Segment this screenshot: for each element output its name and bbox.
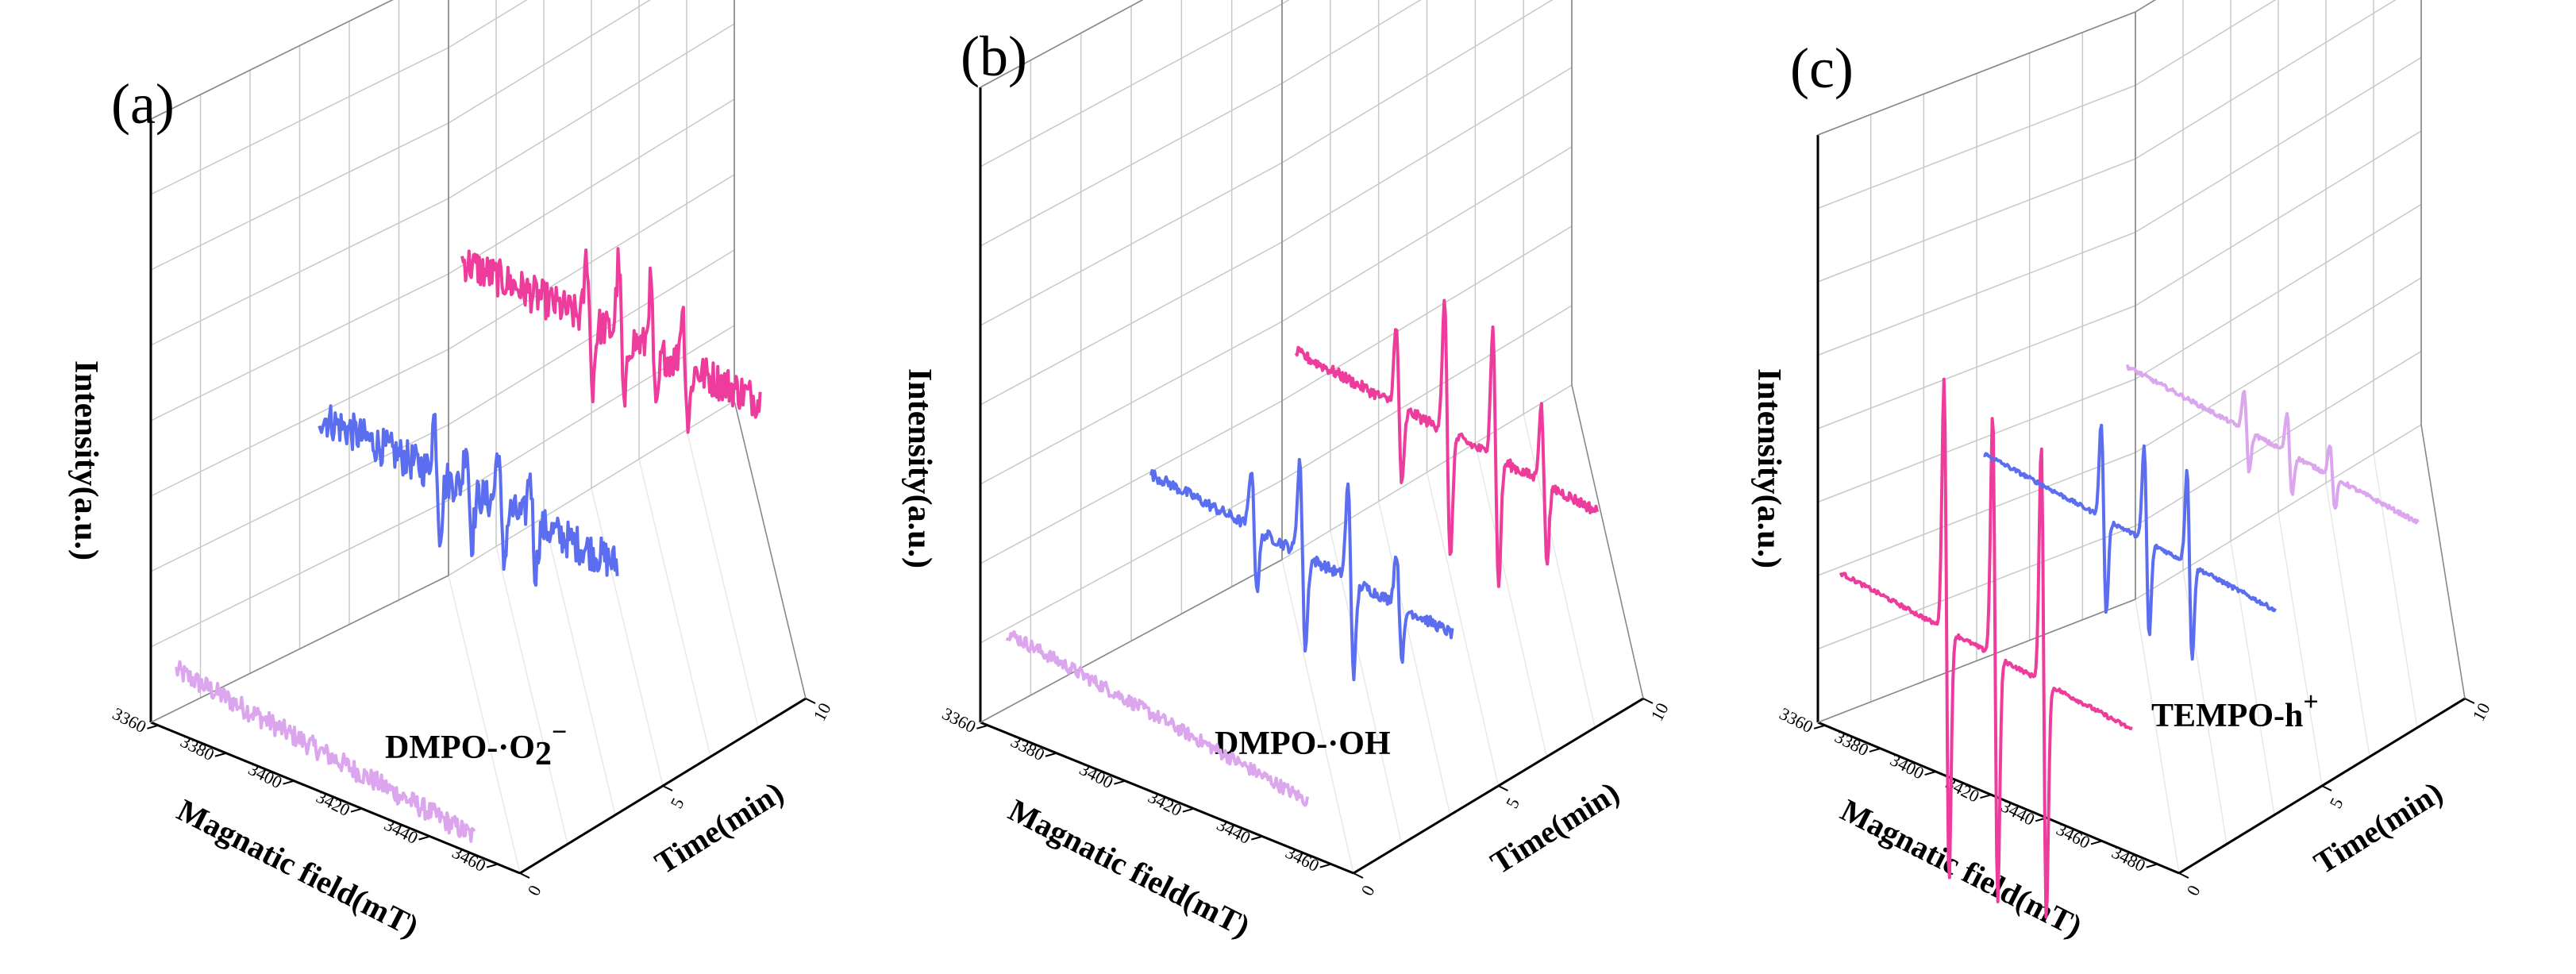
x-tick-mark bbox=[1924, 771, 1936, 776]
x-tick-mark bbox=[418, 835, 430, 841]
x-tick-label: 3440 bbox=[1998, 796, 2039, 830]
x-axis-title: Magnatic field(mT) bbox=[171, 792, 424, 945]
species-annotation: TEMPO-h+ bbox=[2151, 687, 2319, 734]
x-tick-label: 3440 bbox=[381, 814, 422, 848]
x-tick-mark bbox=[1319, 863, 1332, 868]
axis-edge bbox=[1817, 599, 2136, 723]
x-tick-label: 3380 bbox=[177, 731, 218, 764]
y-tick-mark bbox=[519, 872, 530, 879]
y-tick-mark bbox=[805, 698, 816, 704]
axis-edge bbox=[150, 0, 394, 120]
spectrum-line-5min bbox=[1149, 457, 1454, 682]
spectrum-line-5min bbox=[1983, 423, 2277, 661]
x-tick-mark bbox=[486, 863, 499, 868]
x-tick-mark bbox=[2090, 840, 2103, 845]
y-tick-mark bbox=[1498, 785, 1508, 791]
formula-subscript: 2 bbox=[535, 736, 552, 772]
y-tick-mark bbox=[662, 785, 673, 791]
axis-edge bbox=[1571, 384, 1644, 699]
x-tick-mark bbox=[976, 724, 988, 730]
chart-panel-c: 33603380340034203440346034800510Magnatic… bbox=[1750, 0, 2494, 944]
axis-edge bbox=[734, 400, 807, 699]
spectrum-line-0min bbox=[1839, 377, 2133, 919]
x-tick-label: 3400 bbox=[1076, 759, 1117, 792]
spectrum-line-10min bbox=[1294, 298, 1599, 588]
x-tick-label: 3360 bbox=[110, 703, 150, 737]
x-tick-mark bbox=[1114, 780, 1126, 785]
x-tick-mark bbox=[1045, 752, 1057, 757]
x-tick-mark bbox=[2146, 863, 2158, 868]
x-tick-mark bbox=[283, 780, 295, 785]
x-tick-label: 3360 bbox=[1777, 703, 1817, 737]
x-tick-label: 3480 bbox=[2108, 842, 2149, 876]
z-axis-title: Intensity(a.u.) bbox=[67, 360, 104, 560]
spectrum-line-0min bbox=[1005, 630, 1309, 807]
x-tick-label: 3380 bbox=[1831, 726, 1872, 760]
x-tick-label: 3460 bbox=[2053, 819, 2093, 853]
axis-edge bbox=[980, 559, 1283, 723]
z-axis-title: Intensity(a.u.) bbox=[1750, 368, 1787, 568]
y-tick-label: 10 bbox=[1646, 699, 1672, 724]
x-tick-mark bbox=[1813, 724, 1826, 730]
panel-label: (b) bbox=[961, 25, 1027, 88]
y-tick-mark bbox=[2178, 872, 2189, 879]
spectrum-line-10min bbox=[2125, 364, 2420, 525]
axis-edge bbox=[1817, 11, 2136, 136]
x-tick-label: 3380 bbox=[1007, 731, 1048, 764]
y-tick-mark bbox=[1642, 698, 1654, 704]
spectrum-line-5min bbox=[318, 404, 619, 587]
y-axis-title: Time(min) bbox=[649, 774, 790, 880]
spectrum-line-0min bbox=[175, 660, 476, 843]
x-axis-title: Magnatic field(mT) bbox=[1003, 792, 1255, 945]
z-axis-title: Intensity(a.u.) bbox=[901, 368, 938, 568]
spectrum-line-10min bbox=[460, 247, 762, 434]
y-tick-label: 5 bbox=[2325, 795, 2347, 811]
x-tick-label: 3360 bbox=[939, 703, 980, 737]
y-tick-label: 0 bbox=[523, 882, 545, 899]
x-tick-label: 3460 bbox=[449, 842, 490, 876]
axis-edge bbox=[980, 721, 1354, 875]
species-annotation: DMPO-·OH bbox=[1215, 726, 1391, 762]
x-tick-label: 3400 bbox=[1887, 749, 1927, 783]
panel-label: (c) bbox=[1790, 37, 1854, 100]
formula-superscript: + bbox=[2303, 687, 2318, 717]
x-tick-label: 3460 bbox=[1282, 842, 1323, 876]
species-annotation: DMPO-·O2− bbox=[385, 718, 567, 772]
x-tick-mark bbox=[1251, 835, 1263, 841]
y-tick-label: 5 bbox=[1502, 795, 1523, 811]
panel-label: (a) bbox=[111, 72, 175, 136]
x-tick-mark bbox=[147, 724, 159, 730]
axis-edge bbox=[150, 575, 449, 723]
axis-edge bbox=[2420, 424, 2466, 699]
y-tick-label: 0 bbox=[1357, 882, 1378, 899]
y-axis-title: Time(min) bbox=[2308, 774, 2449, 880]
y-tick-mark bbox=[2464, 698, 2475, 704]
y-tick-mark bbox=[2321, 785, 2332, 791]
x-tick-label: 3440 bbox=[1214, 814, 1254, 848]
axis-edge bbox=[150, 721, 521, 875]
axis-edge bbox=[980, 0, 1144, 88]
x-tick-mark bbox=[1869, 747, 1881, 753]
y-tick-label: 0 bbox=[2182, 882, 2204, 899]
y-tick-label: 10 bbox=[2468, 699, 2493, 724]
x-tick-mark bbox=[1182, 807, 1195, 813]
y-tick-label: 10 bbox=[809, 699, 834, 724]
x-tick-label: 3400 bbox=[245, 759, 286, 792]
x-tick-mark bbox=[214, 752, 227, 757]
x-tick-mark bbox=[350, 807, 363, 813]
y-tick-mark bbox=[1353, 872, 1364, 879]
x-tick-mark bbox=[1980, 794, 1992, 799]
y-tick-label: 5 bbox=[666, 795, 687, 811]
formula-superscript: − bbox=[552, 718, 567, 747]
